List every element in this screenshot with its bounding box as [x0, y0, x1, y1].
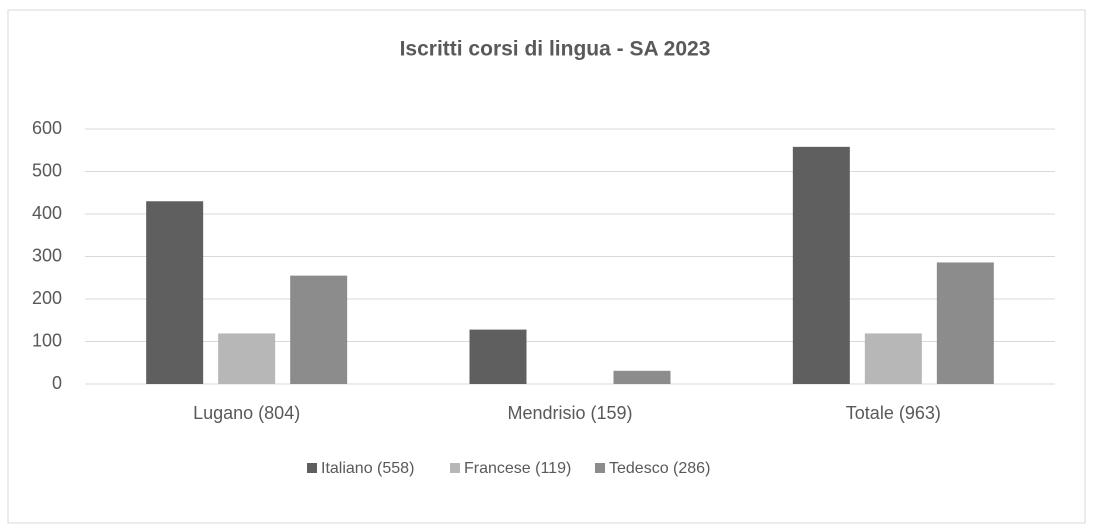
y-tick-label: 300: [32, 245, 62, 265]
legend-label: Tedesco (286): [609, 460, 710, 477]
legend-label: Francese (119): [464, 460, 571, 477]
legend-label: Italiano (558): [321, 460, 414, 477]
legend-swatch: [450, 463, 460, 473]
bar: [613, 370, 671, 384]
y-tick-label: 0: [52, 373, 62, 393]
y-tick-label: 500: [32, 160, 62, 180]
bar: [936, 262, 994, 384]
bar: [290, 275, 348, 384]
x-tick-label: Totale (963): [846, 403, 941, 423]
legend-swatch: [307, 463, 317, 473]
x-tick-label: Mendrisio (159): [507, 403, 632, 423]
legend-swatch: [595, 463, 605, 473]
bar: [792, 146, 850, 384]
bar: [218, 333, 276, 384]
x-tick-label: Lugano (804): [193, 403, 300, 423]
bar: [146, 201, 204, 384]
y-tick-label: 600: [32, 118, 62, 138]
bar: [864, 333, 922, 384]
chart-title: Iscritti corsi di lingua - SA 2023: [400, 38, 711, 61]
y-tick-label: 100: [32, 330, 62, 350]
bar: [469, 329, 527, 384]
y-tick-label: 200: [32, 288, 62, 308]
y-tick-label: 400: [32, 203, 62, 223]
